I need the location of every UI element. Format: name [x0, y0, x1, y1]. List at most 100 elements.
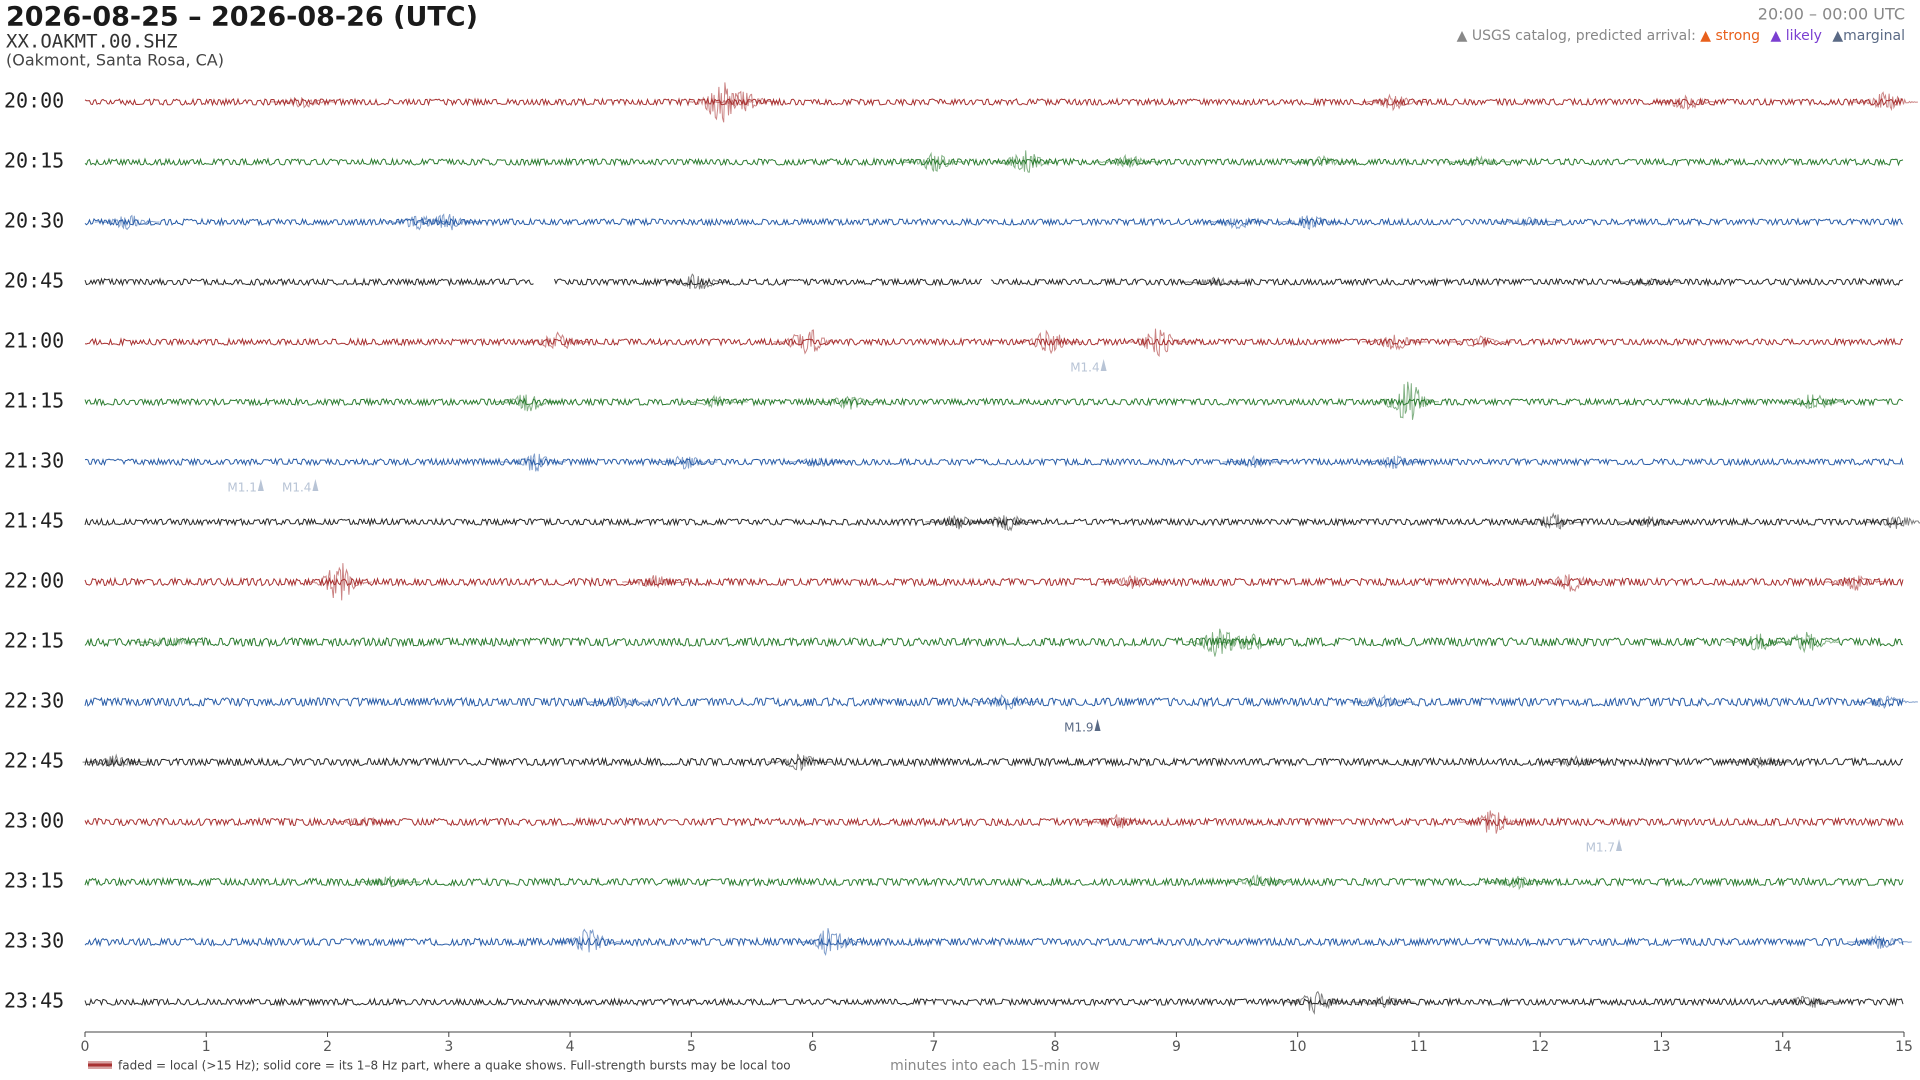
burst: [1216, 633, 1282, 651]
trace: [84, 277, 1904, 287]
x-tick-label: 7: [929, 1039, 938, 1055]
burst: [1652, 94, 1718, 111]
burst: [816, 395, 881, 410]
burst: [306, 563, 372, 601]
x-axis-label: minutes into each 15-min row: [890, 1058, 1100, 1074]
burst: [1853, 91, 1918, 112]
burst: [713, 90, 779, 112]
legend-entry: ▲marginal: [1832, 28, 1905, 44]
burst: [973, 515, 1039, 532]
event-label: M1.9: [1064, 721, 1093, 735]
burst: [1853, 695, 1918, 710]
burst: [1374, 381, 1439, 420]
burst: [1495, 216, 1561, 227]
burst: [555, 928, 621, 953]
burst: [785, 457, 851, 468]
x-tick-label: 6: [808, 1039, 817, 1055]
burst: [901, 151, 966, 172]
legend-label: ▲ USGS catalog, predicted arrival:: [1457, 28, 1696, 44]
trace: [84, 157, 1904, 167]
burst: [1780, 394, 1846, 410]
x-tick-label: 12: [1531, 1039, 1549, 1055]
burst: [1616, 516, 1682, 528]
row-label: 21:00: [4, 329, 64, 353]
trace: [84, 756, 1904, 768]
trace: [84, 997, 1904, 1007]
trace: [84, 876, 1904, 888]
row-label: 20:15: [4, 149, 64, 173]
event-marker: [1616, 839, 1623, 851]
row-label: 23:15: [4, 869, 64, 893]
burst: [270, 96, 336, 109]
burst: [1222, 454, 1288, 468]
burst: [1543, 755, 1609, 768]
burst: [1361, 454, 1427, 470]
burst: [664, 273, 730, 290]
station: XX.OAKMT.00.SHZ: [6, 31, 178, 53]
burst: [1774, 995, 1839, 1008]
row-label: 23:00: [4, 809, 64, 833]
legend-entry: ▲ strong: [1700, 28, 1760, 44]
burst: [1774, 631, 1840, 654]
burst: [1289, 154, 1354, 167]
burst: [1125, 328, 1191, 357]
burst: [652, 455, 718, 470]
burst: [1865, 516, 1920, 529]
burst: [1277, 215, 1342, 230]
burst: [1095, 153, 1161, 168]
row-label: 23:45: [4, 989, 64, 1013]
burst: [494, 394, 560, 412]
burst: [1082, 814, 1148, 829]
burst: [500, 453, 566, 472]
trace: [84, 217, 1904, 227]
x-tick-label: 5: [687, 1039, 696, 1055]
event-marker: [1094, 719, 1101, 731]
trace: [84, 457, 1904, 467]
trace: [84, 936, 1904, 948]
burst: [1016, 329, 1082, 355]
burst: [1361, 334, 1427, 351]
burst: [1349, 995, 1415, 1009]
burst: [773, 329, 839, 355]
x-tick-label: 10: [1289, 1039, 1307, 1055]
burst: [622, 575, 687, 589]
burst: [1361, 93, 1427, 112]
trace: [84, 636, 1904, 648]
event-label: M1.1: [227, 481, 256, 495]
burst: [416, 213, 481, 231]
burst: [585, 695, 651, 709]
trace: [84, 337, 1904, 347]
burst: [1616, 277, 1682, 287]
row-label: 22:00: [4, 569, 64, 593]
x-tick-label: 13: [1653, 1039, 1671, 1055]
row-label: 22:45: [4, 749, 64, 773]
x-tick-label: 11: [1410, 1039, 1428, 1055]
burst: [385, 215, 451, 231]
burst: [1349, 694, 1415, 708]
x-tick-label: 0: [81, 1039, 90, 1055]
burst: [94, 214, 160, 231]
row-label: 21:45: [4, 509, 64, 533]
event-marker: [1100, 359, 1107, 371]
footnote: faded = local (>15 Hz); solid core = its…: [118, 1059, 791, 1073]
row-label: 22:15: [4, 629, 64, 653]
footnote-swatch: [88, 1061, 112, 1069]
burst: [1204, 217, 1270, 230]
burst: [973, 694, 1039, 710]
row-label: 23:30: [4, 929, 64, 953]
burst: [355, 875, 421, 888]
location: (Oakmont, Santa Rosa, CA): [6, 51, 224, 70]
event-label: M1.7: [1586, 841, 1615, 855]
legend-entry: ▲ likely: [1771, 28, 1822, 44]
burst: [992, 150, 1057, 173]
row-label: 21:15: [4, 389, 64, 413]
trace: [84, 576, 1904, 588]
row-label: 20:00: [4, 89, 64, 113]
burst: [82, 753, 148, 768]
trace: [84, 397, 1904, 407]
time-range: 20:00 – 00:00 UTC: [1758, 5, 1905, 24]
row-label: 20:30: [4, 209, 64, 233]
trace: [84, 816, 1904, 828]
burst: [1537, 574, 1603, 592]
